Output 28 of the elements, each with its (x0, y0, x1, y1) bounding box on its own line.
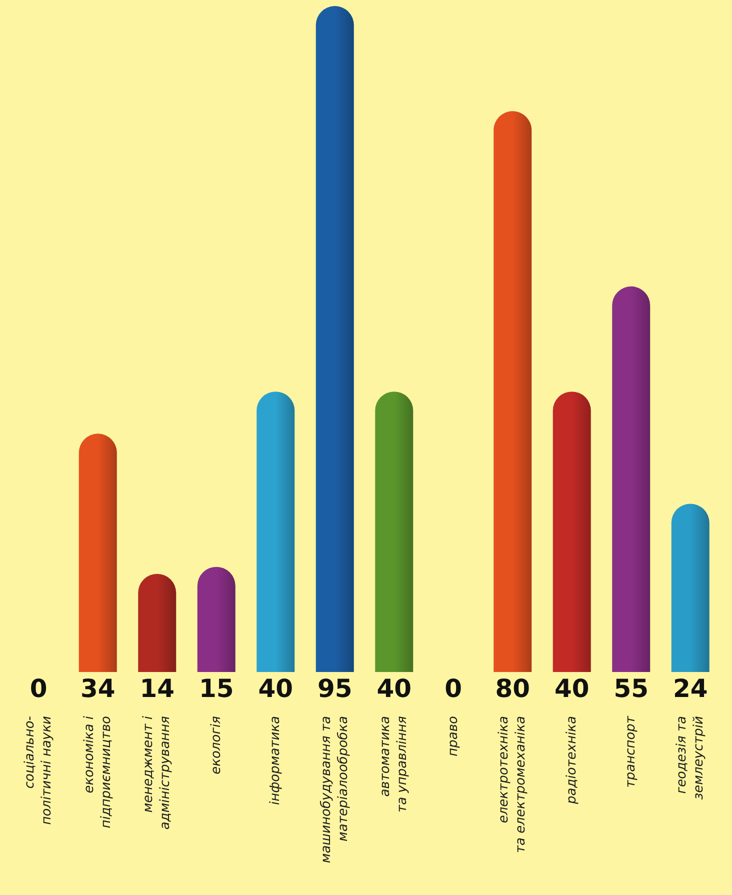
bar (552, 392, 591, 672)
data-label: 55 (614, 674, 649, 703)
data-label: 95 (317, 674, 352, 703)
x-tick-label: право (446, 716, 461, 756)
data-label: 40 (258, 674, 294, 703)
data-label: 0 (30, 674, 48, 703)
data-label: 24 (672, 674, 708, 703)
bar (197, 566, 236, 672)
x-tick-label: екологія (208, 716, 224, 774)
data-label: 40 (554, 674, 590, 703)
bar (612, 286, 650, 672)
bar (494, 111, 532, 672)
x-tick-label: соціально- політичні науки (22, 716, 55, 825)
bar (78, 434, 117, 672)
data-label: 0 (444, 674, 462, 703)
x-tick-label: радіотехніка (564, 716, 580, 805)
x-tick-label: транспорт (624, 716, 639, 788)
x-tick-label: інформатика (268, 716, 284, 806)
data-label: 14 (140, 674, 175, 703)
bar (138, 574, 176, 672)
data-label: 34 (80, 674, 116, 703)
bar (256, 392, 295, 672)
bar (316, 6, 354, 672)
data-label: 40 (376, 674, 412, 703)
data-label: 15 (198, 674, 234, 703)
bar (375, 392, 414, 672)
bar (671, 504, 710, 672)
data-label: 80 (495, 674, 530, 703)
